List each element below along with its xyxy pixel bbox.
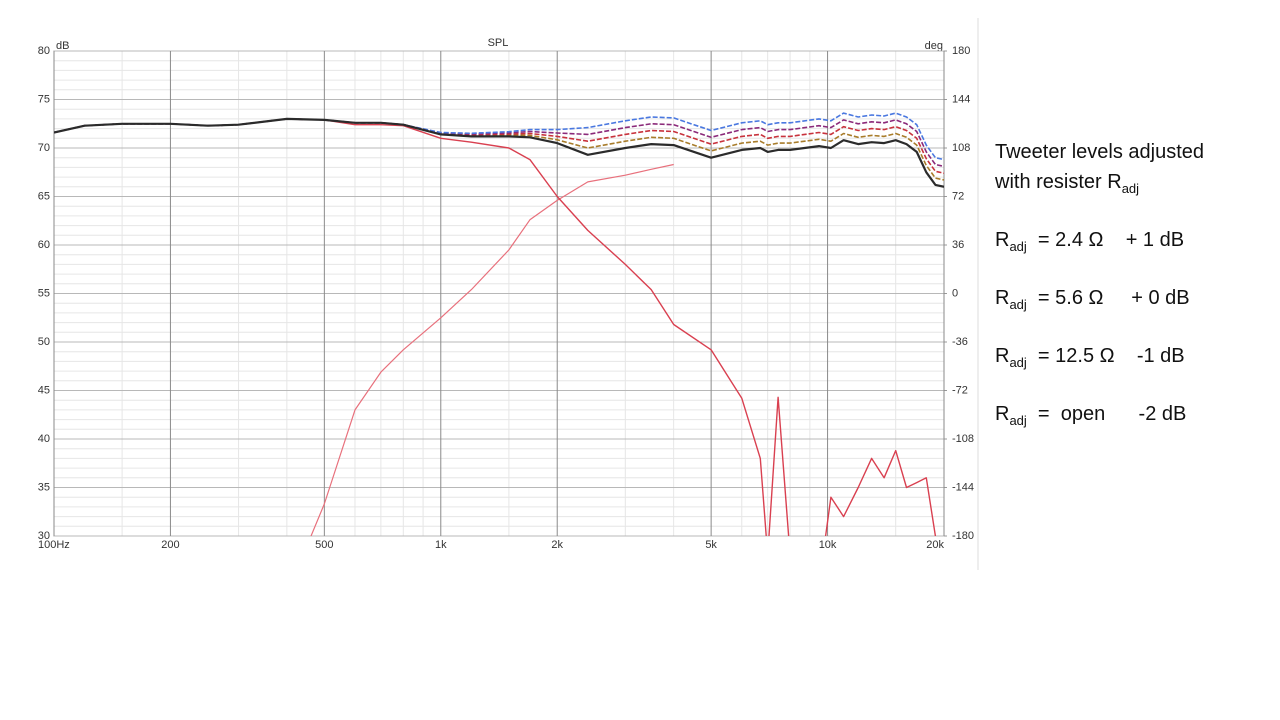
series-line: [310, 163, 674, 536]
y-tick-label: 35: [38, 481, 50, 493]
y2-tick-label: 36: [952, 239, 964, 251]
y2-unit: deg: [925, 40, 943, 52]
x-tick-label: 200: [161, 539, 179, 551]
y2-tick-label: -72: [952, 384, 968, 396]
note-symbol: R: [995, 345, 1010, 367]
x-tick-label: 10k: [819, 539, 837, 551]
series-line: [54, 117, 944, 188]
note-line: with resister R: [995, 171, 1122, 193]
y2-tick-label: -180: [952, 530, 974, 542]
x-tick-label: 1k: [435, 539, 447, 551]
y-tick-label: 40: [38, 433, 50, 445]
chart-title: SPL: [488, 37, 509, 49]
note-row: Radj = 5.6 Ω + 0 dB: [995, 283, 1190, 320]
y2-tick-label: -108: [952, 433, 974, 445]
note-symbol: R: [995, 229, 1010, 251]
y2-tick-label: 180: [952, 45, 970, 57]
y-tick-label: 45: [38, 384, 50, 396]
x-tick-label: 5k: [705, 539, 717, 551]
note-sub: adj: [1121, 181, 1140, 196]
y2-tick-label: 0: [952, 287, 958, 299]
y-tick-label: 50: [38, 336, 50, 348]
y2-tick-label: 144: [952, 93, 970, 105]
y-tick-label: 70: [38, 142, 50, 154]
note-text: = 12.5 Ω -1 dB: [1026, 345, 1185, 367]
note-sub: adj: [1009, 413, 1027, 428]
note-text: = open -2 dB: [1026, 403, 1187, 425]
note-line: Tweeter levels adjusted: [995, 141, 1205, 163]
note-row: Radj = 12.5 Ω -1 dB: [995, 341, 1185, 378]
note-sub: adj: [1009, 355, 1027, 370]
y-tick-label: 75: [38, 93, 50, 105]
x-tick-label: 500: [315, 539, 333, 551]
y-tick-label: 80: [38, 45, 50, 57]
x-tick-label: 100Hz: [38, 539, 70, 551]
y-tick-label: 65: [38, 190, 50, 202]
chart: SPL dB deg 30 35 40 45 50 55 60 65 70 75 80 -180 -14…: [38, 18, 979, 570]
y-tick-label: 60: [38, 239, 50, 251]
note-sub: adj: [1009, 297, 1027, 312]
note-symbol: R: [995, 287, 1010, 309]
y-tick-label: 30: [38, 530, 50, 542]
y-unit: dB: [56, 40, 69, 52]
note-row: Radj = open -2 dB: [995, 399, 1186, 436]
note-text: = 5.6 Ω + 0 dB: [1026, 287, 1190, 309]
y2-tick-label: -144: [952, 481, 974, 493]
note-symbol: R: [995, 403, 1010, 425]
x-tick-label: 2k: [551, 539, 563, 551]
x-tick-label: 20k: [926, 539, 944, 551]
note-row: Radj = 2.4 Ω + 1 dB: [995, 225, 1184, 262]
note-sub: adj: [1009, 239, 1027, 254]
y2-tick-label: 108: [952, 142, 970, 154]
y-tick-label: 55: [38, 287, 50, 299]
y2-tick-label: -36: [952, 336, 968, 348]
note-heading: Tweeter levels adjusted with resister Rad…: [995, 137, 1204, 204]
note-text: = 2.4 Ω + 1 dB: [1026, 229, 1185, 251]
y2-tick-label: 72: [952, 190, 964, 202]
series-lines: [54, 112, 944, 536]
grid: 30 35 40 45 50 55 60 65 70 75 80 -180 -144 -108 -72 -36…: [38, 45, 974, 551]
